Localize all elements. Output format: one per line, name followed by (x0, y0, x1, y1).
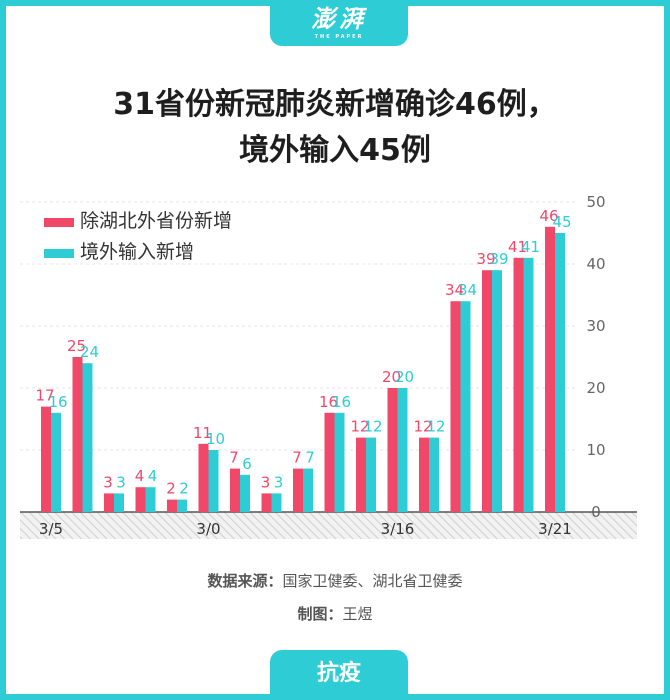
data-label-series2: 6 (242, 455, 252, 473)
bar-series1 (104, 493, 114, 512)
data-label-series1: 11 (193, 424, 212, 442)
data-label-series1: 2 (166, 480, 176, 498)
y-tick-label: 40 (586, 255, 605, 273)
bar-series1 (198, 443, 209, 512)
data-label-series1: 25 (67, 337, 86, 355)
bar-series1 (513, 257, 524, 512)
chart-author: 制图：王煜 (0, 603, 670, 624)
chart-author-label: 制图： (297, 605, 343, 623)
x-tick-label: 3/5 (39, 520, 63, 538)
bar-series2 (303, 468, 313, 512)
legend-label: 除湖北外省份新增 (80, 210, 232, 232)
bar-series1 (72, 357, 83, 512)
chart-title: 31省份新冠肺炎新增确诊46例， 境外输入45例 (0, 82, 670, 174)
bar-series2 (460, 301, 471, 512)
data-label-series2: 16 (48, 393, 67, 411)
bar-series2 (51, 412, 61, 512)
bar-series2 (271, 493, 282, 512)
y-tick-label: 30 (586, 317, 605, 335)
brand-logo: 澎湃 (311, 4, 367, 33)
bar-series2 (240, 474, 250, 512)
bar-series2 (82, 363, 93, 512)
bar-series2 (523, 257, 534, 512)
x-tick-label: 3/21 (538, 520, 572, 538)
data-source: 数据来源：国家卫健委、湖北省卫健委 (0, 570, 670, 591)
bar-series1 (41, 406, 51, 512)
data-label-series2: 3 (116, 473, 126, 491)
data-label-series2: 34 (458, 281, 477, 299)
legend-swatch (44, 218, 74, 227)
y-tick-label: 10 (586, 441, 605, 459)
data-label-series2: 12 (426, 418, 445, 436)
data-label-series2: 4 (148, 467, 158, 485)
data-label-series1: 41 (508, 238, 527, 256)
bar-series1 (356, 437, 366, 512)
bar-series1 (293, 468, 303, 512)
bar-series2 (208, 450, 219, 512)
data-label-series1: 3 (261, 473, 271, 491)
brand-logo-tab: 澎湃 THE PAPER (270, 0, 408, 46)
bar-series1 (167, 499, 177, 512)
bar-series2 (177, 499, 187, 512)
x-tick-label: 3/16 (381, 520, 415, 538)
y-tick-label: 50 (586, 193, 605, 211)
bar-series1 (482, 270, 492, 512)
bar-series1 (230, 468, 240, 512)
brand-logo-subtext: THE PAPER (314, 34, 364, 40)
bar-series1 (545, 226, 555, 513)
data-label-series2: 45 (552, 213, 571, 231)
x-tick-label: 3/0 (196, 520, 220, 538)
bar-series1 (387, 388, 398, 512)
bar-series2 (145, 487, 156, 512)
data-label-series1: 4 (135, 467, 145, 485)
data-label-series1: 34 (445, 281, 464, 299)
data-label-series2: 16 (332, 393, 351, 411)
bar-series2 (366, 437, 376, 512)
data-source-text: 国家卫健委、湖北省卫健委 (282, 572, 463, 590)
bar-series1 (450, 301, 461, 512)
data-label-series1: 3 (103, 473, 113, 491)
data-label-series1: 17 (35, 387, 54, 405)
data-label-series2: 39 (489, 250, 508, 268)
data-label-series2: 41 (521, 238, 540, 256)
chart-author-text: 王煜 (342, 605, 373, 623)
bar-series1 (135, 487, 146, 512)
topic-tab: 抗疫 (270, 650, 408, 700)
bar-series2 (492, 270, 502, 512)
data-label-series1: 16 (319, 393, 338, 411)
y-tick-label: 20 (586, 379, 605, 397)
data-label-series1: 46 (539, 207, 558, 225)
data-label-series1: 12 (413, 418, 432, 436)
legend-swatch (44, 249, 74, 258)
data-label-series1: 39 (476, 250, 495, 268)
bar-series1 (261, 493, 272, 512)
data-label-series2: 3 (274, 473, 284, 491)
data-label-series1: 7 (229, 449, 239, 467)
bar-series2 (555, 233, 565, 512)
legend-label: 境外输入新增 (80, 241, 194, 263)
data-label-series2: 2 (179, 480, 189, 498)
data-label-series1: 7 (292, 449, 302, 467)
data-label-series1: 12 (350, 418, 369, 436)
data-label-series2: 24 (80, 343, 99, 361)
data-label-series2: 7 (305, 449, 315, 467)
bar-series2 (114, 493, 124, 512)
data-label-series2: 10 (206, 430, 225, 448)
data-label-series2: 12 (363, 418, 382, 436)
bar-series2 (334, 412, 345, 512)
bar-series1 (419, 437, 429, 512)
x-axis-band (20, 512, 637, 539)
data-source-label: 数据来源： (207, 572, 283, 590)
data-label-series2: 20 (395, 368, 414, 386)
bar-series1 (324, 412, 335, 512)
data-label-series1: 20 (382, 368, 401, 386)
chart-title-line2: 境外输入45例 (239, 133, 431, 168)
chart-title-line1: 31省份新冠肺炎新增确诊46例， (113, 87, 557, 122)
bar-series2 (429, 437, 439, 512)
bar-series2 (397, 388, 408, 512)
